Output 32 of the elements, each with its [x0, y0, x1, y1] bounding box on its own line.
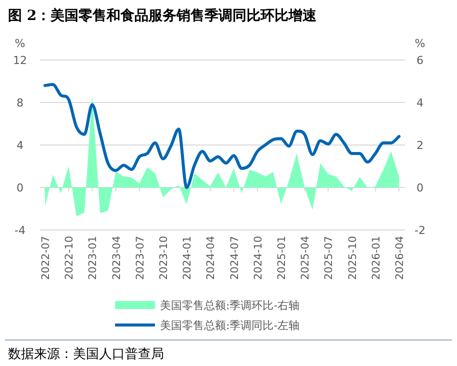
y2-tick-label: 6: [416, 54, 424, 67]
y-tick-label: 12: [13, 54, 27, 67]
y-tick-label: 0: [16, 182, 24, 194]
x-tick-label: 2026-04: [394, 236, 406, 280]
x-tick-label: 2025-10: [346, 236, 359, 280]
x-tick-label: 2024-10: [252, 236, 264, 280]
y-tick-label: 4: [16, 139, 24, 152]
y-axis-title: %: [14, 37, 26, 50]
y2-axis-title: %: [414, 37, 426, 50]
legend-label: 美国零售总额:季调同比-左轴: [160, 319, 300, 332]
source-note: 数据来源：美国人口普查局: [8, 346, 164, 362]
y2-tick-label: 2: [416, 139, 424, 152]
x-tick-label: 2026-01: [370, 236, 382, 280]
legend-label: 美国零售总额:季调环比-右轴: [160, 299, 300, 312]
y2-tick-label: -2: [414, 224, 426, 237]
x-tick-label: 2022-10: [64, 236, 76, 280]
x-tick-label: 2025-04: [300, 236, 312, 280]
y-tick-label: -4: [14, 224, 26, 237]
x-tick-label: 2024-01: [182, 236, 194, 280]
x-tick-label: 2025-01: [276, 236, 288, 280]
y2-tick-label: 4: [416, 96, 424, 110]
x-tick-label: 2023-10: [158, 236, 170, 280]
x-tick-label: 2023-04: [110, 236, 123, 280]
x-tick-label: 2023-07: [134, 236, 146, 280]
chart-title: 图 2：美国零售和食品服务销售季调同比环比增速: [8, 7, 318, 24]
x-tick-label: 2023-01: [87, 236, 100, 280]
x-tick-label: 2024-04: [205, 236, 218, 280]
x-tick-label: 2024-07: [228, 236, 241, 280]
x-tick-label: 2025-07: [323, 236, 336, 280]
x-tick-label: 2022-07: [40, 236, 52, 280]
y2-tick-label: 0: [416, 182, 424, 194]
y-tick-label: 8: [16, 96, 24, 110]
